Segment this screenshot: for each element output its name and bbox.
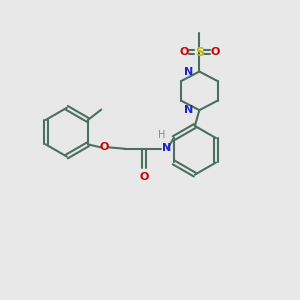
Text: N: N xyxy=(162,142,171,153)
Text: O: O xyxy=(140,172,149,182)
Text: N: N xyxy=(184,105,193,115)
Text: S: S xyxy=(195,46,204,59)
Text: O: O xyxy=(100,142,109,152)
Text: H: H xyxy=(158,130,165,140)
Text: N: N xyxy=(184,67,193,76)
Text: O: O xyxy=(210,47,220,57)
Text: O: O xyxy=(179,47,189,57)
